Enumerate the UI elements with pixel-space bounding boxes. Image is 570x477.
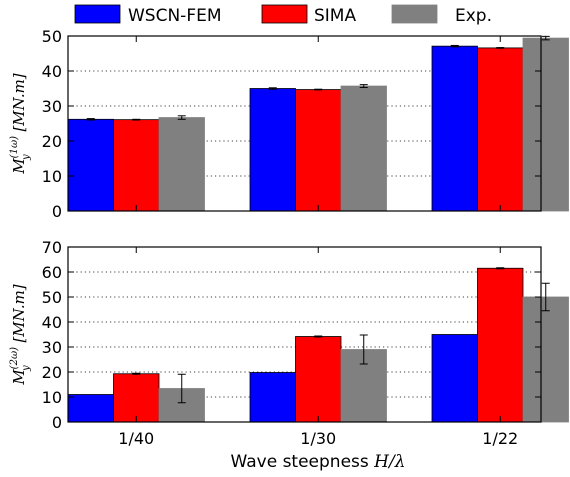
error-bar-wscn-fem-1 xyxy=(268,87,277,90)
error-bar-sima-2 xyxy=(496,47,505,49)
plot-frame xyxy=(67,35,542,212)
bar-sima-2 xyxy=(477,47,524,212)
error-bar-sima-1 xyxy=(314,88,323,91)
error-bar-exp--2 xyxy=(541,282,550,312)
error-bar-wscn-fem-0 xyxy=(86,118,95,121)
error-bar-exp--2 xyxy=(541,35,550,41)
y-tick-label: 0 xyxy=(52,202,62,221)
bar-exp--0 xyxy=(158,117,205,212)
panel-bottom: 0 10 20 30 40 50 60 70 1/40 1/30 1/22 M(2ω)y [MN.m] xyxy=(9,238,569,448)
y-tick-label: 0 xyxy=(52,413,62,432)
error-bar-sima-0 xyxy=(132,118,141,121)
bar-wscn-fem-2 xyxy=(431,45,478,212)
y-tick-label: 50 xyxy=(42,288,62,307)
panel-top: 0 10 20 30 40 50 M(1ω)y [MN.m] xyxy=(9,27,569,221)
y-tick-label: 30 xyxy=(42,97,62,116)
bar-wscn-fem-0 xyxy=(67,118,114,212)
error-bar-exp--0 xyxy=(177,115,186,120)
y-axis-label: M(2ω)y [MN.m] xyxy=(9,284,32,385)
error-bar-wscn-fem-2 xyxy=(450,44,459,48)
bar-wscn-fem-1 xyxy=(249,88,296,212)
bar-exp--1 xyxy=(340,85,387,212)
y-tick-label: 60 xyxy=(42,263,62,282)
error-bar-sima-2 xyxy=(496,267,505,270)
plot-frame xyxy=(67,246,542,423)
error-bar-exp--1 xyxy=(359,334,368,365)
legend-label-wscn-fem: WSCN-FEM xyxy=(128,6,222,26)
y-tick-label: 20 xyxy=(42,363,62,382)
y-axis-label: M(1ω)y [MN.m] xyxy=(9,73,32,174)
error-bar-exp--0 xyxy=(177,373,186,404)
y-tick-label: 40 xyxy=(42,62,62,81)
bar-wscn-fem-2 xyxy=(431,334,478,423)
y-tick-label: 40 xyxy=(42,313,62,332)
y-tick-label: 20 xyxy=(42,132,62,151)
y-tick-label: 30 xyxy=(42,338,62,357)
x-axis-label: Wave steepness H/λ xyxy=(231,452,406,472)
bar-wscn-fem-1 xyxy=(249,372,296,423)
x-tick-label: 1/40 xyxy=(118,429,154,448)
error-bar-sima-1 xyxy=(314,335,323,338)
bar-sima-1 xyxy=(295,336,342,423)
bar-wscn-fem-0 xyxy=(67,394,114,423)
bar-sima-2 xyxy=(477,267,524,423)
y-tick-label: 50 xyxy=(42,27,62,46)
bar-exp--2 xyxy=(522,296,569,423)
x-tick-label: 1/22 xyxy=(482,429,518,448)
bar-sima-0 xyxy=(113,119,160,212)
bar-sima-0 xyxy=(113,373,160,423)
x-tick-label: 1/30 xyxy=(300,429,336,448)
error-bar-sima-0 xyxy=(132,372,141,375)
legend-swatch-exp xyxy=(391,4,438,24)
y-tick-label: 10 xyxy=(42,388,62,407)
error-bar-exp--1 xyxy=(359,84,368,88)
legend-swatch-wscn-fem xyxy=(74,4,121,24)
legend-label-sima: SIMA xyxy=(314,6,356,26)
legend-swatch-sima xyxy=(261,4,308,24)
bar-sima-1 xyxy=(295,89,342,212)
y-tick-label: 10 xyxy=(42,167,62,186)
legend-label-exp: Exp. xyxy=(455,6,492,26)
y-tick-label: 70 xyxy=(42,238,62,257)
bar-exp--2 xyxy=(522,37,569,212)
legend: WSCN-FEM SIMA Exp. xyxy=(74,4,492,26)
